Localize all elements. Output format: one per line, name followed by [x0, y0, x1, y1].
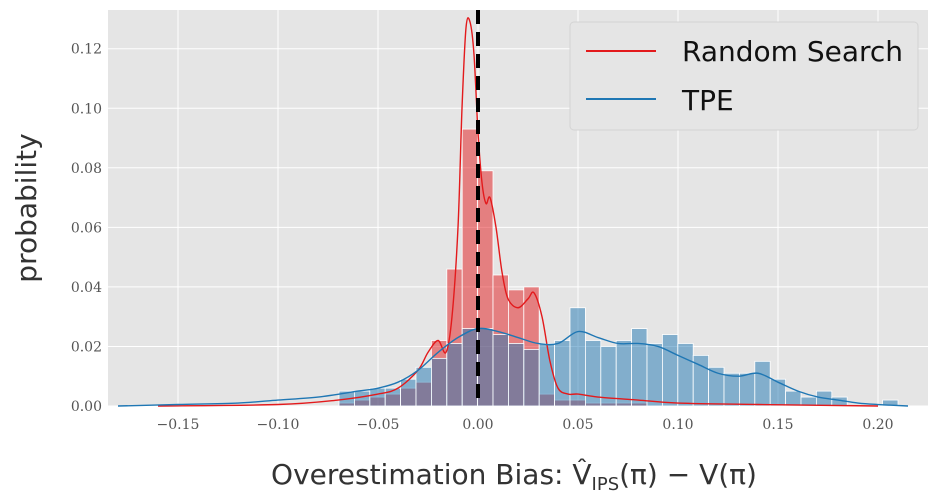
legend-box [569, 21, 919, 131]
legend: Random Search TPE [569, 21, 919, 131]
x-tick-label: −0.05 [357, 417, 400, 433]
bar-tpe [646, 343, 663, 407]
bar-tpe [446, 343, 463, 407]
bar-tpe [785, 390, 802, 407]
bar-tpe [554, 340, 571, 407]
bar-tpe [631, 328, 648, 407]
bar-tpe [615, 340, 633, 407]
x-tick-label: 0.20 [862, 417, 893, 433]
bar-tpe [523, 349, 540, 407]
y-tick-label: 0.00 [71, 399, 102, 415]
y-tick-label: 0.02 [71, 339, 102, 355]
legend-label-tpe: TPE [681, 84, 734, 117]
kde-curve-random-search [157, 17, 879, 407]
y-tick-label: 0.10 [71, 101, 102, 117]
bar-tpe [754, 360, 771, 407]
y-tick-label: 0.12 [71, 42, 102, 58]
x-axis-ticks: −0.15 −0.10 −0.05 0.00 0.05 0.10 0.15 0.20 [157, 417, 894, 433]
x-axis-title: Overestimation Bias: V̂IPS(π) − V(π) [271, 458, 757, 495]
x-tick-label: 0.05 [562, 417, 593, 433]
x-tick-label: 0.15 [762, 417, 793, 433]
bar-tpe [507, 343, 525, 407]
x-tick-label: 0.00 [462, 417, 493, 433]
bar-tpe [369, 387, 386, 407]
y-tick-label: 0.04 [71, 280, 102, 296]
bar-tpe [353, 390, 371, 407]
x-axis-title-main: Overestimation Bias: V̂ [271, 458, 592, 491]
x-axis-title-rest: (π) − V(π) [619, 458, 757, 491]
bar-tpe [430, 357, 448, 407]
bar-tpe [662, 334, 679, 407]
bar-tpe [723, 372, 740, 407]
bar-tpe [538, 343, 556, 407]
kde-curves [117, 17, 909, 407]
bar-tpe [739, 372, 756, 407]
x-tick-label: −0.15 [157, 417, 200, 433]
x-tick-label: 0.10 [662, 417, 693, 433]
bar-tpe [461, 328, 479, 407]
y-axis-title: probability [10, 133, 43, 282]
kde-curve-tpe [117, 327, 909, 407]
bar-tpe [400, 378, 417, 407]
y-axis-ticks: 0.00 0.02 0.04 0.06 0.08 0.10 0.12 [71, 42, 102, 415]
bar-tpe [677, 343, 694, 407]
y-tick-label: 0.08 [71, 161, 102, 177]
histogram-bars [338, 128, 899, 407]
bar-tpe [492, 334, 509, 407]
bar-tpe [882, 399, 899, 407]
x-tick-label: −0.10 [257, 417, 300, 433]
bar-tpe [415, 366, 432, 407]
bar-tpe [769, 378, 787, 407]
x-axis-title-subscript: IPS [592, 474, 620, 495]
bar-tpe [569, 307, 586, 407]
legend-label-random-search: Random Search [682, 35, 903, 68]
y-tick-label: 0.06 [71, 220, 102, 236]
